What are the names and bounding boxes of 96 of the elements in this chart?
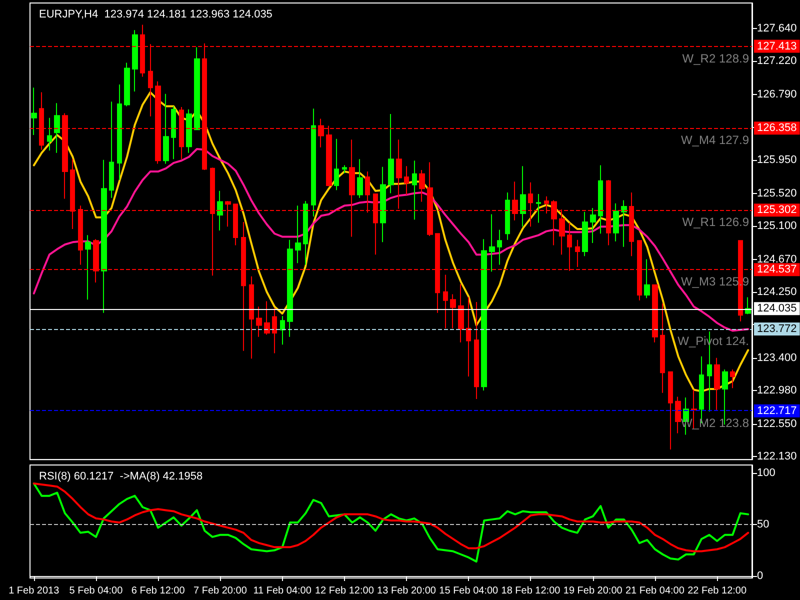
candlestick xyxy=(652,284,658,343)
candlestick xyxy=(536,194,541,224)
candlestick xyxy=(117,84,122,181)
candlestick xyxy=(357,158,363,198)
y-tick-label: 122.130 xyxy=(757,450,797,462)
candlestick xyxy=(124,62,130,107)
candlestick xyxy=(311,108,316,218)
candlestick xyxy=(450,294,456,329)
candlestick xyxy=(380,166,386,243)
ref-line-label: 127.413 xyxy=(757,40,797,52)
candlestick xyxy=(303,200,308,266)
candlestick xyxy=(194,46,200,130)
candlestick xyxy=(458,284,464,343)
candlestick xyxy=(264,300,270,336)
ref-line-label: 122.717 xyxy=(757,404,797,417)
candlestick xyxy=(280,315,285,346)
candlestick xyxy=(334,138,339,191)
y-tick-label: 126.790 xyxy=(757,88,797,101)
text: EURJPY,H4 123.974 124.181 123.963 124.035 xyxy=(39,8,272,20)
candlestick xyxy=(163,93,169,164)
candlestick xyxy=(47,117,52,152)
y-tick-label: 127.640 xyxy=(757,22,797,35)
candlestick xyxy=(443,274,448,329)
candlestick xyxy=(466,296,471,378)
candlestick xyxy=(668,371,673,450)
candlestick xyxy=(342,164,347,174)
candlestick xyxy=(295,205,301,264)
x-tick-label: 22 Feb 12:00 xyxy=(688,586,747,596)
candlestick xyxy=(404,166,409,196)
line-series xyxy=(32,91,750,392)
candlestick xyxy=(660,303,665,394)
x-tick-label: 5 Feb 04:00 xyxy=(69,586,124,596)
candlestick xyxy=(590,208,596,244)
candlestick xyxy=(598,164,603,234)
annotation: W_R1 126.9 xyxy=(682,215,750,230)
candlestick xyxy=(481,238,487,391)
candlestick xyxy=(31,87,37,136)
candlestick xyxy=(256,306,262,338)
x-tick-label: 11 Feb 04:00 xyxy=(253,586,312,596)
ref-line-label: 126.358 xyxy=(757,122,797,134)
candlestick xyxy=(474,301,479,400)
candlestick xyxy=(489,214,495,272)
candlestick xyxy=(520,166,526,228)
y-tick-label: 123.400 xyxy=(757,352,797,364)
candlestick xyxy=(249,276,254,360)
candlestick xyxy=(101,159,107,314)
candlestick xyxy=(714,357,720,410)
line-series xyxy=(32,148,750,332)
candlestick xyxy=(54,102,60,154)
ref-line-label: 124.035 xyxy=(757,302,797,315)
x-tick-label: 15 Feb 04:00 xyxy=(439,586,499,596)
annotation: W_R2 128.9 xyxy=(682,51,750,66)
x-tick-label: 12 Feb 12:00 xyxy=(314,586,374,596)
candlestick xyxy=(171,106,176,160)
candlestick xyxy=(388,114,394,194)
y-tick-label: 122.980 xyxy=(757,384,797,396)
candlestick xyxy=(272,308,277,354)
y-tick-label: 122.550 xyxy=(757,418,797,430)
y-tick-label: 127.220 xyxy=(757,55,797,68)
y-tick-label: 0 xyxy=(757,570,764,582)
y-tick-label: 124.670 xyxy=(757,253,797,266)
ref-line-label: 124.537 xyxy=(757,264,797,276)
x-tick-label: 19 Feb 20:00 xyxy=(563,586,623,596)
x-tick-label: 7 Feb 20:00 xyxy=(194,586,248,596)
candlestick xyxy=(730,369,735,389)
text: RSI(8) 60.1217 ->MA(8) 42.1958 xyxy=(39,470,203,482)
ref-line-label: 125.302 xyxy=(757,204,797,216)
candlestick xyxy=(132,30,138,92)
candlestick xyxy=(505,192,510,240)
y-tick-label: 50 xyxy=(757,518,770,531)
candlestick xyxy=(675,396,681,434)
candlestick xyxy=(419,169,425,202)
candlestick xyxy=(217,190,223,232)
y-tick-label: 125.950 xyxy=(757,154,797,166)
x-tick-label: 18 Feb 12:00 xyxy=(501,586,561,596)
y-tick-label: 100 xyxy=(757,467,776,480)
candlestick xyxy=(644,258,650,299)
candlestick xyxy=(85,234,91,300)
y-tick-label: 125.100 xyxy=(757,220,797,232)
candlestick xyxy=(109,101,114,198)
annotation: W_M4 127.9 xyxy=(680,133,750,148)
candlestick xyxy=(575,239,580,268)
candlestick xyxy=(497,229,502,266)
candlestick xyxy=(287,239,293,338)
candlestick xyxy=(582,211,588,257)
candlestick xyxy=(621,200,627,248)
y-tick-label: 125.520 xyxy=(757,187,797,200)
x-tick-label: 13 Feb 20:00 xyxy=(377,586,436,596)
x-tick-label: 21 Feb 04:00 xyxy=(625,586,685,596)
ref-line-label: 123.772 xyxy=(757,322,797,335)
y-tick-label: 124.250 xyxy=(757,286,797,298)
x-tick-label: 1 Feb 2013 xyxy=(8,586,60,596)
x-tick-label: 6 Feb 12:00 xyxy=(131,586,186,596)
candlestick xyxy=(412,160,417,220)
candlestick xyxy=(613,202,619,242)
candlestick xyxy=(186,108,192,154)
